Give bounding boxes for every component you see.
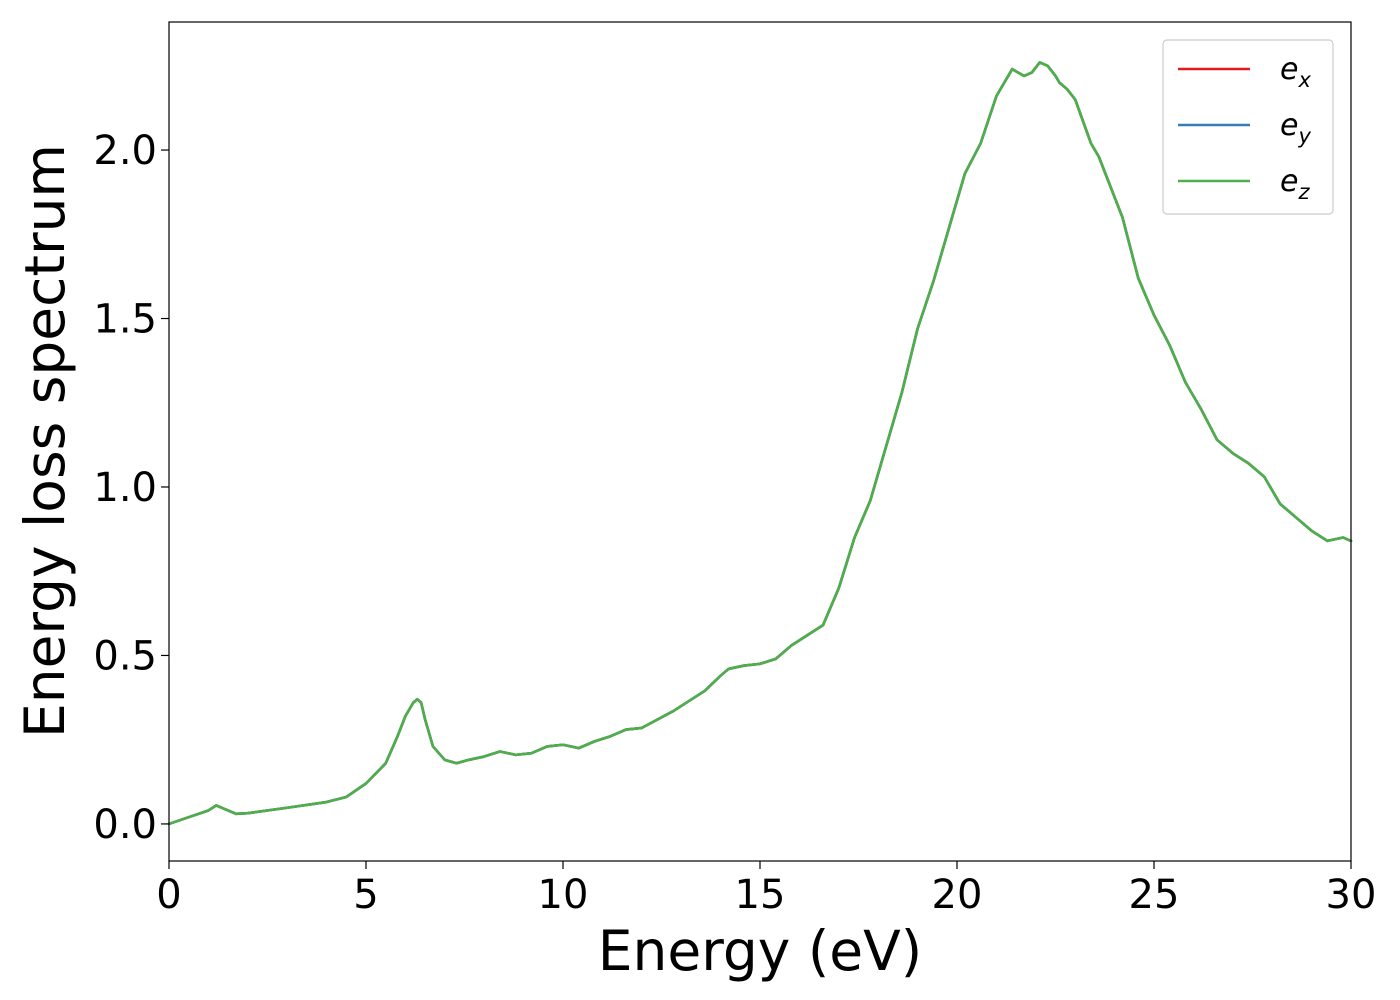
legend: ex ey ez bbox=[1162, 39, 1334, 215]
series-layer bbox=[167, 61, 1353, 826]
x-axis-title: Energy (eV) bbox=[598, 919, 922, 983]
x-tick-label: 5 bbox=[353, 872, 378, 918]
legend-box bbox=[1162, 39, 1334, 215]
y-tick-label: 1.5 bbox=[93, 297, 157, 343]
x-tick-label: 25 bbox=[1129, 872, 1180, 918]
y-axis-ticks: 0.0 0.5 1.0 1.5 2.0 bbox=[93, 128, 169, 848]
x-tick-label: 30 bbox=[1326, 872, 1377, 918]
y-tick-label: 1.0 bbox=[93, 465, 157, 511]
legend-label-e-y: ey bbox=[1280, 108, 1311, 148]
series-line-e-z bbox=[167, 61, 1353, 826]
legend-label-e-z: ez bbox=[1280, 164, 1310, 204]
x-axis-ticks: 0 5 10 15 20 25 30 bbox=[156, 861, 1376, 918]
x-tick-label: 15 bbox=[735, 872, 786, 918]
x-tick-label: 0 bbox=[156, 872, 181, 918]
x-tick-label: 20 bbox=[932, 872, 983, 918]
y-axis-title: Energy loss spectrum bbox=[13, 144, 77, 738]
plot-area bbox=[169, 22, 1351, 861]
y-tick-label: 0.5 bbox=[93, 633, 157, 679]
y-tick-label: 0.0 bbox=[93, 802, 157, 848]
y-tick-label: 2.0 bbox=[93, 128, 157, 174]
legend-label-e-x: ex bbox=[1280, 52, 1311, 92]
x-tick-label: 10 bbox=[538, 872, 589, 918]
